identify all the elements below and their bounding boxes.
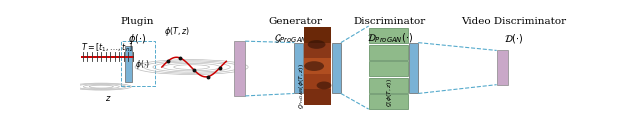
- Bar: [369, 94, 408, 109]
- Text: Video Discriminator: Video Discriminator: [461, 17, 566, 26]
- Text: $\phi(T, z)$: $\phi(T, z)$: [164, 25, 189, 38]
- Text: $\mathcal{G}_{ProGAN}(\phi(T, z))$: $\mathcal{G}_{ProGAN}(\phi(T, z))$: [297, 63, 306, 109]
- Text: $\phi(\cdot)$: $\phi(\cdot)$: [135, 58, 150, 71]
- Bar: [304, 27, 332, 43]
- Text: $\phi(\cdot)$: $\phi(\cdot)$: [128, 32, 146, 46]
- Text: Generator: Generator: [269, 17, 323, 26]
- Ellipse shape: [308, 40, 326, 49]
- Bar: [410, 43, 419, 93]
- Bar: [125, 46, 132, 82]
- Text: Plugin: Plugin: [120, 17, 154, 26]
- Bar: [234, 41, 245, 96]
- Bar: [369, 28, 408, 43]
- Bar: [369, 45, 408, 60]
- Text: $\mathcal{G}(\phi(T, z))$: $\mathcal{G}(\phi(T, z))$: [385, 78, 394, 107]
- Bar: [369, 77, 408, 93]
- Bar: [121, 41, 155, 86]
- Bar: [497, 50, 508, 85]
- Text: Discriminator: Discriminator: [354, 17, 426, 26]
- Bar: [294, 43, 303, 93]
- Text: $\mathcal{D}(\cdot)$: $\mathcal{D}(\cdot)$: [504, 32, 524, 45]
- Bar: [332, 43, 341, 93]
- Text: $z$: $z$: [106, 94, 112, 104]
- Ellipse shape: [317, 82, 332, 89]
- Text: $\mathcal{G}_{ProGAN}(\cdot)$: $\mathcal{G}_{ProGAN}(\cdot)$: [274, 32, 318, 45]
- Text: $\mathcal{D}_{ProGAN}(\cdot)$: $\mathcal{D}_{ProGAN}(\cdot)$: [367, 32, 413, 45]
- Ellipse shape: [304, 61, 324, 71]
- Bar: [304, 43, 332, 58]
- Text: $T = [t_1, \ldots, t_n]$: $T = [t_1, \ldots, t_n]$: [81, 41, 134, 54]
- Bar: [304, 74, 332, 89]
- Bar: [369, 61, 408, 76]
- Bar: [304, 89, 332, 105]
- Bar: [304, 58, 332, 74]
